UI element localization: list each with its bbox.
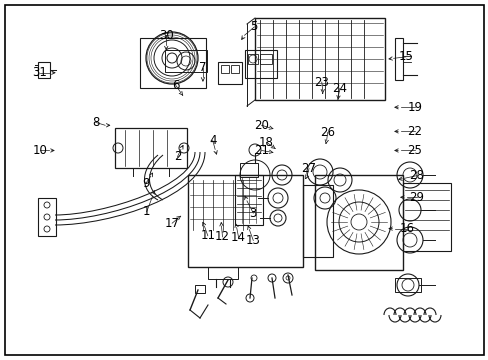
- Bar: [314, 175, 402, 270]
- Text: 12: 12: [215, 230, 229, 243]
- Bar: [244, 50, 276, 78]
- Bar: [394, 278, 420, 292]
- Text: 11: 11: [200, 229, 215, 242]
- Text: 15: 15: [398, 50, 412, 63]
- Bar: [221, 65, 228, 73]
- Text: 17: 17: [164, 217, 179, 230]
- Text: 6: 6: [172, 79, 180, 92]
- Text: 8: 8: [92, 116, 100, 129]
- Bar: [394, 38, 402, 80]
- Text: 30: 30: [159, 29, 173, 42]
- Bar: [240, 163, 258, 177]
- Text: 19: 19: [407, 101, 421, 114]
- Text: 3: 3: [249, 207, 257, 220]
- Text: 5: 5: [250, 21, 258, 33]
- Text: 27: 27: [301, 162, 316, 175]
- Text: 7: 7: [199, 61, 206, 74]
- Text: 25: 25: [407, 144, 421, 157]
- Bar: [140, 38, 205, 88]
- Text: 29: 29: [408, 191, 423, 204]
- Text: 16: 16: [399, 222, 413, 235]
- Bar: [254, 18, 384, 100]
- Bar: [207, 267, 238, 279]
- Bar: [402, 183, 450, 251]
- Text: 1: 1: [142, 205, 150, 218]
- Bar: [260, 54, 271, 64]
- Text: 4: 4: [208, 134, 216, 147]
- Text: 14: 14: [231, 231, 245, 244]
- Bar: [187, 175, 303, 267]
- Bar: [218, 62, 242, 84]
- Bar: [164, 50, 206, 72]
- Text: 22: 22: [407, 125, 421, 138]
- Bar: [247, 54, 258, 64]
- Text: 23: 23: [314, 76, 328, 89]
- Bar: [230, 65, 239, 73]
- Text: 24: 24: [332, 82, 346, 95]
- Text: 2: 2: [173, 150, 181, 163]
- Text: 26: 26: [320, 126, 334, 139]
- Text: 18: 18: [259, 136, 273, 149]
- Text: 21: 21: [254, 144, 268, 157]
- Bar: [38, 62, 50, 78]
- Text: 10: 10: [33, 144, 47, 157]
- Bar: [235, 175, 263, 225]
- Text: 13: 13: [245, 234, 260, 247]
- Text: 20: 20: [254, 119, 268, 132]
- Bar: [38, 198, 56, 236]
- Bar: [303, 185, 332, 257]
- Text: 31: 31: [33, 66, 47, 79]
- Text: 9: 9: [142, 177, 149, 190]
- Text: 28: 28: [408, 169, 423, 182]
- Bar: [195, 285, 204, 293]
- Bar: [115, 128, 186, 168]
